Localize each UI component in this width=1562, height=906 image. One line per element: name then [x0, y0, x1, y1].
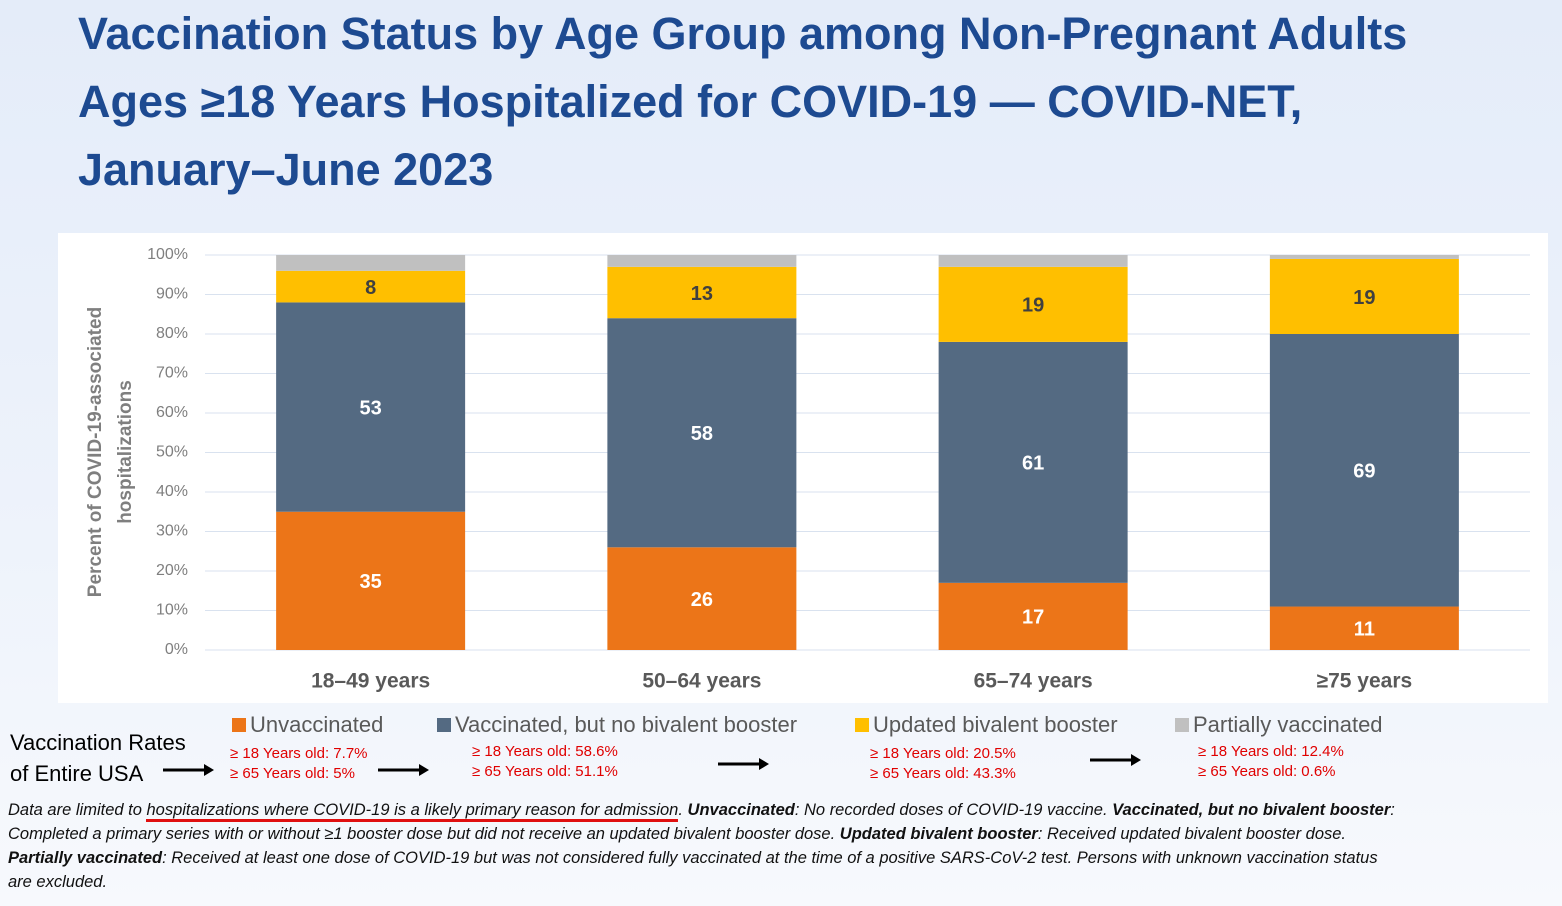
usa-rate: ≥ 18 Years old: 7.7% — [230, 745, 368, 762]
y-axis-label: Percent of COVID-19-associated — [85, 307, 106, 597]
data-label: 8 — [365, 277, 376, 299]
bar-segment — [276, 255, 466, 271]
bar-segment — [1269, 606, 1459, 650]
usa-rate: ≥ 18 Years old: 12.4% — [1198, 743, 1344, 760]
footnote: Data are limited to hospitalizations whe… — [8, 798, 1558, 894]
data-label: 13 — [691, 283, 713, 305]
chart-title: Vaccination Status by Age Group among No… — [78, 8, 1408, 195]
data-label: 19 — [1353, 287, 1375, 309]
bar-segment — [1269, 334, 1459, 607]
x-tick-label: 65–74 years — [974, 670, 1093, 693]
footnote-text: : Received at least one dose of COVID-19… — [162, 849, 1378, 867]
footnote-text: hospitalizations where COVID-19 is a lik… — [146, 801, 679, 822]
bar-segment — [938, 582, 1128, 650]
data-label: 61 — [1022, 453, 1044, 475]
arrow-head — [1131, 754, 1141, 766]
footnote-text: Data are limited to — [8, 801, 147, 819]
y-tick-label: 10% — [156, 602, 188, 619]
legend-label: Unvaccinated — [250, 712, 383, 737]
usa-rate: ≥ 65 Years old: 51.1% — [472, 763, 618, 780]
bar-segment — [1269, 258, 1459, 334]
data-label: 35 — [360, 571, 382, 593]
bar-segment — [607, 255, 797, 267]
y-tick-label: 30% — [156, 523, 188, 540]
arrow-head — [204, 764, 214, 776]
legend-label: Partially vaccinated — [1193, 712, 1383, 737]
bar-segment — [938, 341, 1128, 583]
y-tick-label: 90% — [156, 286, 188, 303]
footnote-text: : — [1390, 801, 1395, 819]
usa-rate: ≥ 65 Years old: 43.3% — [870, 765, 1016, 782]
usa-rate: ≥ 65 Years old: 0.6% — [1198, 763, 1336, 780]
legend-label: Vaccinated, but no bivalent booster — [455, 712, 797, 737]
y-tick-label: 0% — [165, 641, 188, 658]
y-tick-label: 50% — [156, 444, 188, 461]
bar-segment — [938, 266, 1128, 342]
data-label: 53 — [360, 397, 382, 419]
footnote-text: : Received updated bivalent booster dose… — [1037, 825, 1347, 843]
footnote-line: Completed a primary series with or witho… — [8, 822, 1558, 846]
data-label: 26 — [691, 589, 713, 611]
arrow-head — [759, 758, 769, 770]
footnote-term: Partially vaccinated — [8, 849, 163, 867]
footnote-line: Partially vaccinated: Received at least … — [8, 846, 1558, 870]
bar-segment — [607, 547, 797, 650]
legend-swatch — [1175, 718, 1189, 732]
data-label: 19 — [1022, 295, 1044, 317]
legend-swatch — [232, 718, 246, 732]
footnote-line: are excluded. — [8, 870, 1558, 894]
x-tick-label: 18–49 years — [311, 670, 430, 693]
y-tick-label: 80% — [156, 325, 188, 342]
footnote-text: are excluded. — [8, 873, 108, 891]
usa-rates-label: Vaccination Rates — [10, 730, 186, 755]
bar-segment — [607, 318, 797, 548]
y-tick-label: 40% — [156, 483, 188, 500]
data-label: 69 — [1353, 461, 1375, 483]
bar-segment — [276, 511, 466, 650]
bar-segment — [1269, 255, 1459, 259]
x-tick-label: ≥75 years — [1317, 670, 1413, 693]
legend-swatch — [437, 718, 451, 732]
y-tick-label: 60% — [156, 404, 188, 421]
y-tick-label: 70% — [156, 365, 188, 382]
usa-rate: ≥ 65 Years old: 5% — [230, 765, 355, 782]
footnote-term: Updated bivalent booster — [839, 825, 1038, 843]
bar-segment — [276, 270, 466, 303]
y-tick-label: 20% — [156, 562, 188, 579]
usa-rates-label: of Entire USA — [10, 761, 144, 786]
footnote-text: . — [678, 801, 688, 819]
legend-label: Updated bivalent booster — [873, 712, 1118, 737]
usa-rate: ≥ 18 Years old: 20.5% — [870, 745, 1016, 762]
y-axis-label: hospitalizations — [115, 380, 136, 524]
usa-rate: ≥ 18 Years old: 58.6% — [472, 743, 618, 760]
arrows — [163, 758, 1133, 772]
bar-segment — [607, 266, 797, 319]
y-tick-label: 100% — [147, 246, 188, 263]
arrow-heads — [204, 754, 1141, 776]
data-label: 58 — [691, 423, 713, 445]
footnote-term: Unvaccinated — [687, 801, 795, 819]
data-label: 11 — [1354, 619, 1375, 641]
arrow-head — [419, 764, 429, 776]
footnote-text: : No recorded doses of COVID-19 vaccine. — [794, 801, 1113, 819]
footnote-line: Data are limited to hospitalizations whe… — [8, 798, 1558, 822]
footnote-term: Vaccinated, but no bivalent booster — [1112, 801, 1391, 819]
legend-swatch — [855, 718, 869, 732]
bar-segment — [938, 255, 1128, 267]
x-tick-label: 50–64 years — [642, 670, 761, 693]
footnote-text: Completed a primary series with or witho… — [8, 825, 840, 843]
data-label: 17 — [1022, 607, 1044, 629]
bar-segment — [276, 302, 466, 512]
